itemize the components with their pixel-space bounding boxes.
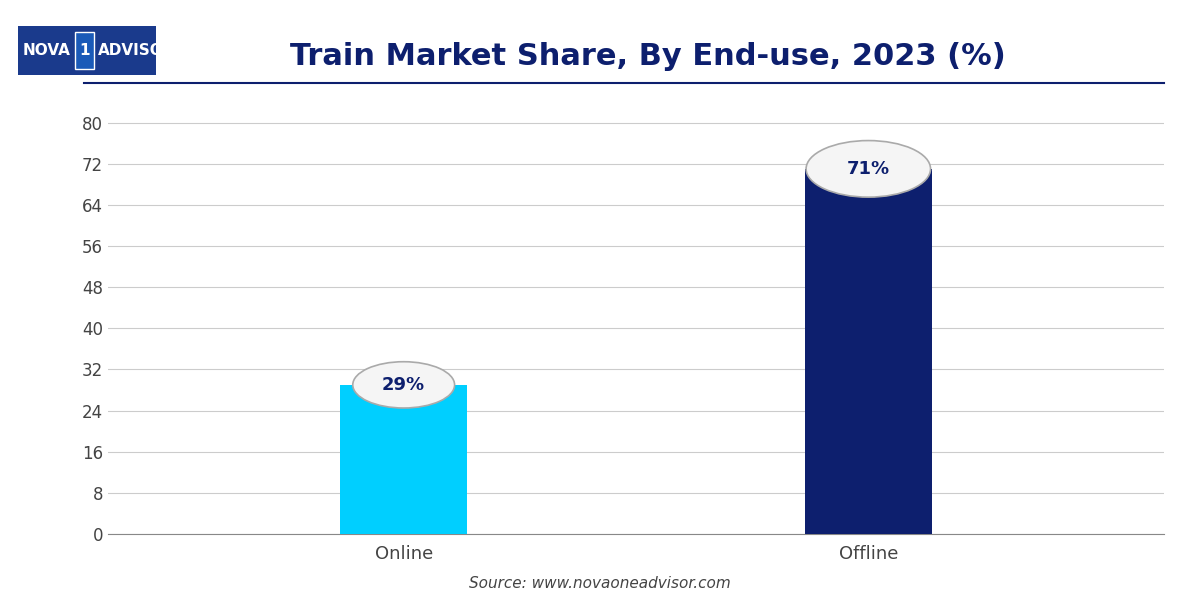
- FancyBboxPatch shape: [18, 26, 156, 75]
- FancyBboxPatch shape: [74, 32, 94, 69]
- Text: 29%: 29%: [382, 376, 425, 394]
- Ellipse shape: [806, 140, 930, 197]
- Text: NOVA: NOVA: [22, 43, 70, 58]
- Text: Source: www.novaoneadvisor.com: Source: www.novaoneadvisor.com: [469, 576, 731, 591]
- Text: 71%: 71%: [847, 160, 890, 178]
- Text: Train Market Share, By End-use, 2023 (%): Train Market Share, By End-use, 2023 (%): [290, 42, 1006, 71]
- Text: 1: 1: [79, 43, 90, 58]
- Bar: [341, 385, 467, 534]
- Ellipse shape: [353, 362, 455, 408]
- Text: ADVISOR: ADVISOR: [98, 43, 175, 58]
- Bar: [805, 169, 931, 534]
